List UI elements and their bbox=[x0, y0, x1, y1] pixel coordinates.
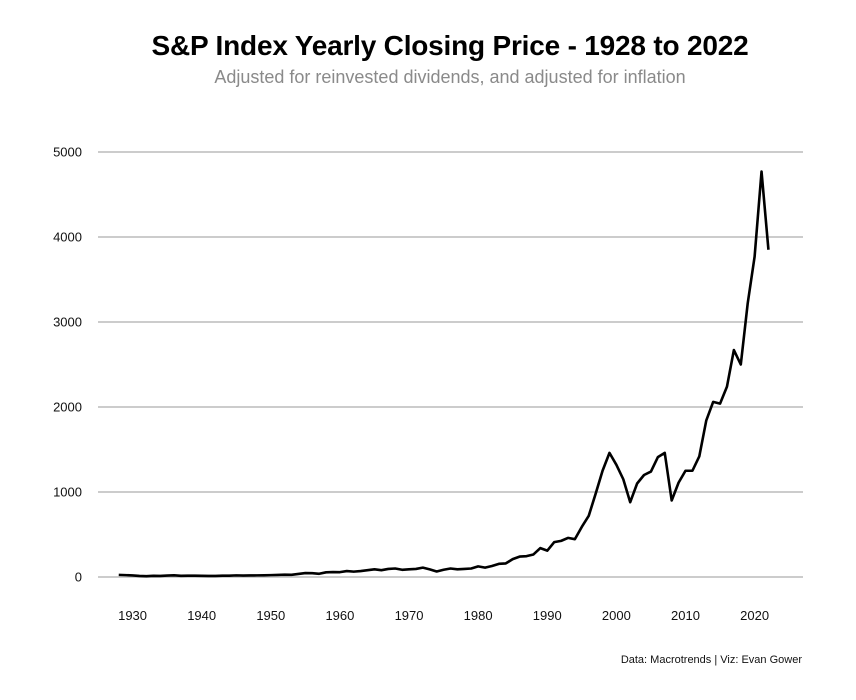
chart-title: S&P Index Yearly Closing Price - 1928 to… bbox=[151, 30, 749, 61]
x-tick-label: 2010 bbox=[671, 608, 700, 623]
series-layer bbox=[118, 170, 770, 578]
y-tick-label: 4000 bbox=[53, 230, 82, 245]
y-tick-label: 5000 bbox=[53, 145, 82, 160]
y-axis-tick-labels: 0 1000 2000 3000 4000 5000 bbox=[53, 145, 82, 585]
x-tick-label: 1960 bbox=[325, 608, 354, 623]
x-tick-label: 1990 bbox=[533, 608, 562, 623]
chart-subtitle: Adjusted for reinvested dividends, and a… bbox=[214, 67, 686, 87]
x-tick-label: 1930 bbox=[118, 608, 147, 623]
x-tick-label: 1940 bbox=[187, 608, 216, 623]
y-tick-label: 1000 bbox=[53, 485, 82, 500]
series-line bbox=[118, 170, 770, 578]
source-credit: Data: Macrotrends | Viz: Evan Gower bbox=[620, 654, 802, 666]
y-tick-label: 0 bbox=[75, 570, 82, 585]
y-tick-label: 3000 bbox=[53, 315, 82, 330]
grid-lines bbox=[98, 151, 803, 578]
y-tick-label: 2000 bbox=[53, 400, 82, 415]
x-tick-label: 1970 bbox=[395, 608, 424, 623]
x-tick-label: 2020 bbox=[740, 608, 769, 623]
x-tick-label: 2000 bbox=[602, 608, 631, 623]
x-axis-tick-labels: 1930 1940 1950 1960 1970 1980 1990 2000 2010 2020 bbox=[118, 608, 769, 623]
x-tick-label: 1980 bbox=[464, 608, 493, 623]
x-tick-label: 1950 bbox=[256, 608, 285, 623]
